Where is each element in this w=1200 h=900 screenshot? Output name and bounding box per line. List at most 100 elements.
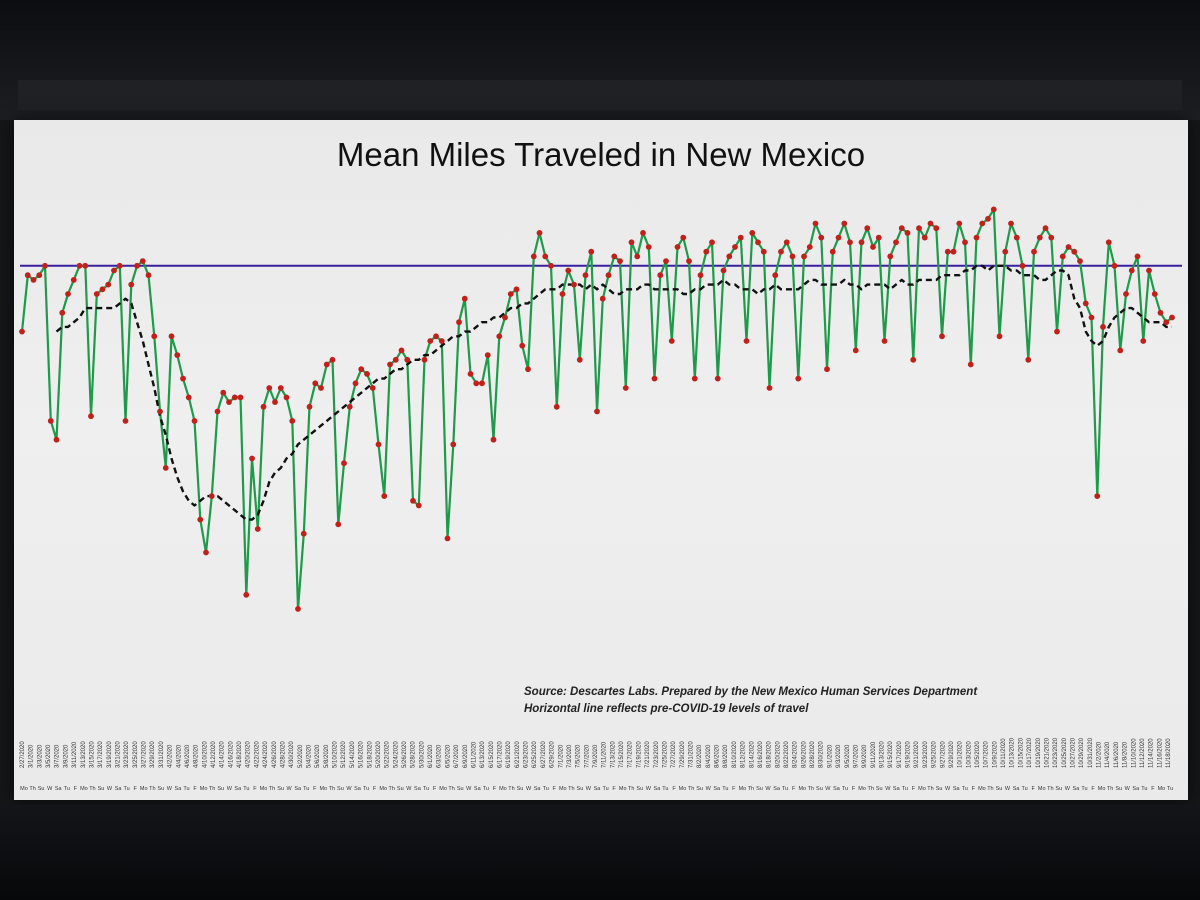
weekday-tick-label: Tu: [543, 786, 549, 792]
data-point: [588, 248, 595, 255]
data-point: [134, 262, 140, 269]
data-point: [559, 291, 566, 297]
data-point: [921, 234, 928, 241]
x-tick-label: 5/20/2020: [376, 741, 382, 768]
weekday-tick-label: W: [227, 786, 233, 792]
x-tick-label: 3/29/2020: [150, 741, 156, 768]
weekday-tick-label: Th: [209, 786, 215, 792]
data-point: [720, 267, 727, 274]
data-point: [93, 291, 100, 297]
line-chart: 2/27/2020 3/1/2020 3/3/2020 3/5/2020 3/7/202…: [19, 206, 1182, 792]
x-tick-label: 7/27/2020: [671, 741, 677, 768]
x-tick-label: 2/27/2020: [20, 741, 26, 768]
weekday-tick-label: W: [646, 786, 652, 792]
x-tick-label: 7/3/2020: [567, 744, 573, 768]
data-point: [1042, 225, 1049, 232]
x-tick-label: 9/3/2020: [836, 744, 842, 768]
weekday-tick-label: W: [825, 786, 831, 792]
x-tick-label: 7/21/2020: [645, 741, 651, 768]
data-point: [933, 225, 940, 232]
weekday-tick-label: Sa: [773, 786, 781, 792]
weekday-tick-label: Su: [337, 786, 344, 792]
weekday-tick-label: Sa: [534, 786, 542, 792]
data-point: [709, 239, 715, 246]
data-point: [979, 220, 986, 227]
data-point: [703, 248, 710, 255]
weekday-tick-label: Mo: [260, 786, 268, 792]
data-point: [944, 248, 951, 255]
weekday-tick-label: Th: [808, 786, 814, 792]
data-point: [404, 356, 411, 363]
x-tick-label: 7/31/2020: [689, 741, 695, 768]
weekday-tick-label: Mo: [379, 786, 387, 792]
weekday-tick-label: Su: [277, 786, 284, 792]
data-point: [180, 375, 186, 382]
data-point: [571, 281, 577, 288]
x-tick-label: 3/27/2020: [142, 741, 148, 768]
weekday-tick-label: W: [945, 786, 951, 792]
weekday-tick-label: F: [74, 786, 78, 792]
weekday-tick-label: Mo: [559, 786, 567, 792]
data-point: [128, 281, 135, 288]
weekday-tick-label: Su: [457, 786, 464, 792]
weekday-tick-label: Mo: [80, 786, 88, 792]
weekday-tick-label: Su: [38, 786, 45, 792]
x-tick-label: 8/20/2020: [775, 741, 781, 768]
x-tick-label: 5/22/2020: [385, 741, 391, 768]
weekday-tick-label: Tu: [1081, 786, 1087, 792]
data-point: [542, 253, 549, 260]
weekday-tick-label: F: [1091, 786, 1095, 792]
data-point: [47, 418, 54, 424]
x-tick-label: 4/16/2020: [228, 741, 234, 768]
data-point: [530, 253, 537, 260]
weekday-tick-label: Su: [1115, 786, 1122, 792]
weekday-tick-label: Tu: [962, 786, 968, 792]
weekday-tick-label: W: [1005, 786, 1011, 792]
weekday-tick-label: W: [47, 786, 53, 792]
weekday-tick-label: Mo: [1098, 786, 1106, 792]
data-point: [208, 493, 215, 499]
data-point: [668, 338, 675, 344]
data-point: [70, 277, 77, 283]
x-tick-label: 5/28/2020: [411, 741, 417, 768]
weekday-tick-label: Th: [568, 786, 574, 792]
x-tick-label: 11/12/2020: [1140, 738, 1146, 768]
data-point: [697, 272, 704, 279]
x-tick-label: 4/28/2020: [281, 741, 287, 768]
weekday-tick-label: Tu: [662, 786, 668, 792]
weekday-tick-label: Th: [688, 786, 694, 792]
weekday-tick-label: F: [732, 786, 736, 792]
data-point: [410, 497, 416, 504]
x-tick-label: 10/7/2020: [984, 741, 990, 768]
weekday-tick-label: Tu: [243, 786, 249, 792]
x-tick-label: 3/31/2020: [159, 741, 165, 768]
weekday-tick-label: F: [912, 786, 916, 792]
weekday-tick-label: Mo: [439, 786, 447, 792]
data-point: [1105, 239, 1112, 246]
x-tick-label: 7/9/2020: [593, 744, 599, 768]
data-point: [59, 309, 66, 316]
weekday-tick-label: Tu: [902, 786, 908, 792]
weekday-tick-label: Mo: [200, 786, 208, 792]
x-tick-label: 6/3/2020: [437, 744, 443, 768]
weekday-tick-label: Tu: [722, 786, 728, 792]
weekday-tick-label: Tu: [842, 786, 848, 792]
weekday-tick-label: F: [313, 786, 317, 792]
data-point: [640, 230, 646, 236]
x-tick-label: 9/15/2020: [888, 741, 894, 768]
x-tick-label: 9/27/2020: [940, 741, 946, 768]
weekday-tick-label: Th: [748, 786, 754, 792]
data-point: [375, 441, 382, 448]
x-tick-label: 9/13/2020: [880, 741, 886, 768]
data-point: [1140, 338, 1147, 344]
x-tick-label: 4/4/2020: [176, 744, 182, 768]
data-point: [645, 244, 652, 250]
data-point: [870, 244, 876, 250]
data-point: [680, 234, 687, 241]
data-point: [237, 394, 244, 401]
data-point: [956, 220, 963, 227]
data-point: [277, 385, 284, 391]
x-tick-label: 8/26/2020: [801, 741, 807, 768]
data-point: [893, 239, 899, 246]
x-tick-label: 7/19/2020: [636, 741, 642, 768]
